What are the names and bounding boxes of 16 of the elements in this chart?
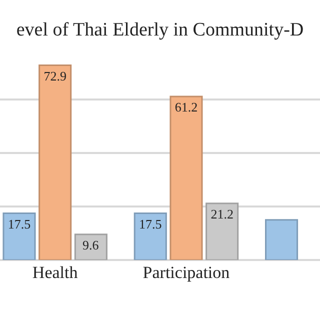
- data-label: 61.2: [174, 100, 198, 115]
- bar: [38, 64, 72, 260]
- bar: [265, 219, 298, 260]
- data-label: 72.9: [44, 68, 66, 84]
- bar: [206, 202, 239, 260]
- data-label: 17.5: [139, 216, 162, 232]
- bar: [170, 96, 203, 260]
- bar: [2, 212, 36, 260]
- x-tick-label: Participation: [142, 263, 230, 282]
- data-label: 21.2: [210, 206, 234, 222]
- x-tick-label: Health: [32, 263, 78, 282]
- bar: [74, 234, 108, 260]
- bar: [134, 212, 167, 260]
- chart-title: evel of Thai Elderly in Community-D: [16, 20, 304, 41]
- data-label: 17.5: [8, 216, 31, 232]
- data-label: 9.6: [82, 237, 100, 252]
